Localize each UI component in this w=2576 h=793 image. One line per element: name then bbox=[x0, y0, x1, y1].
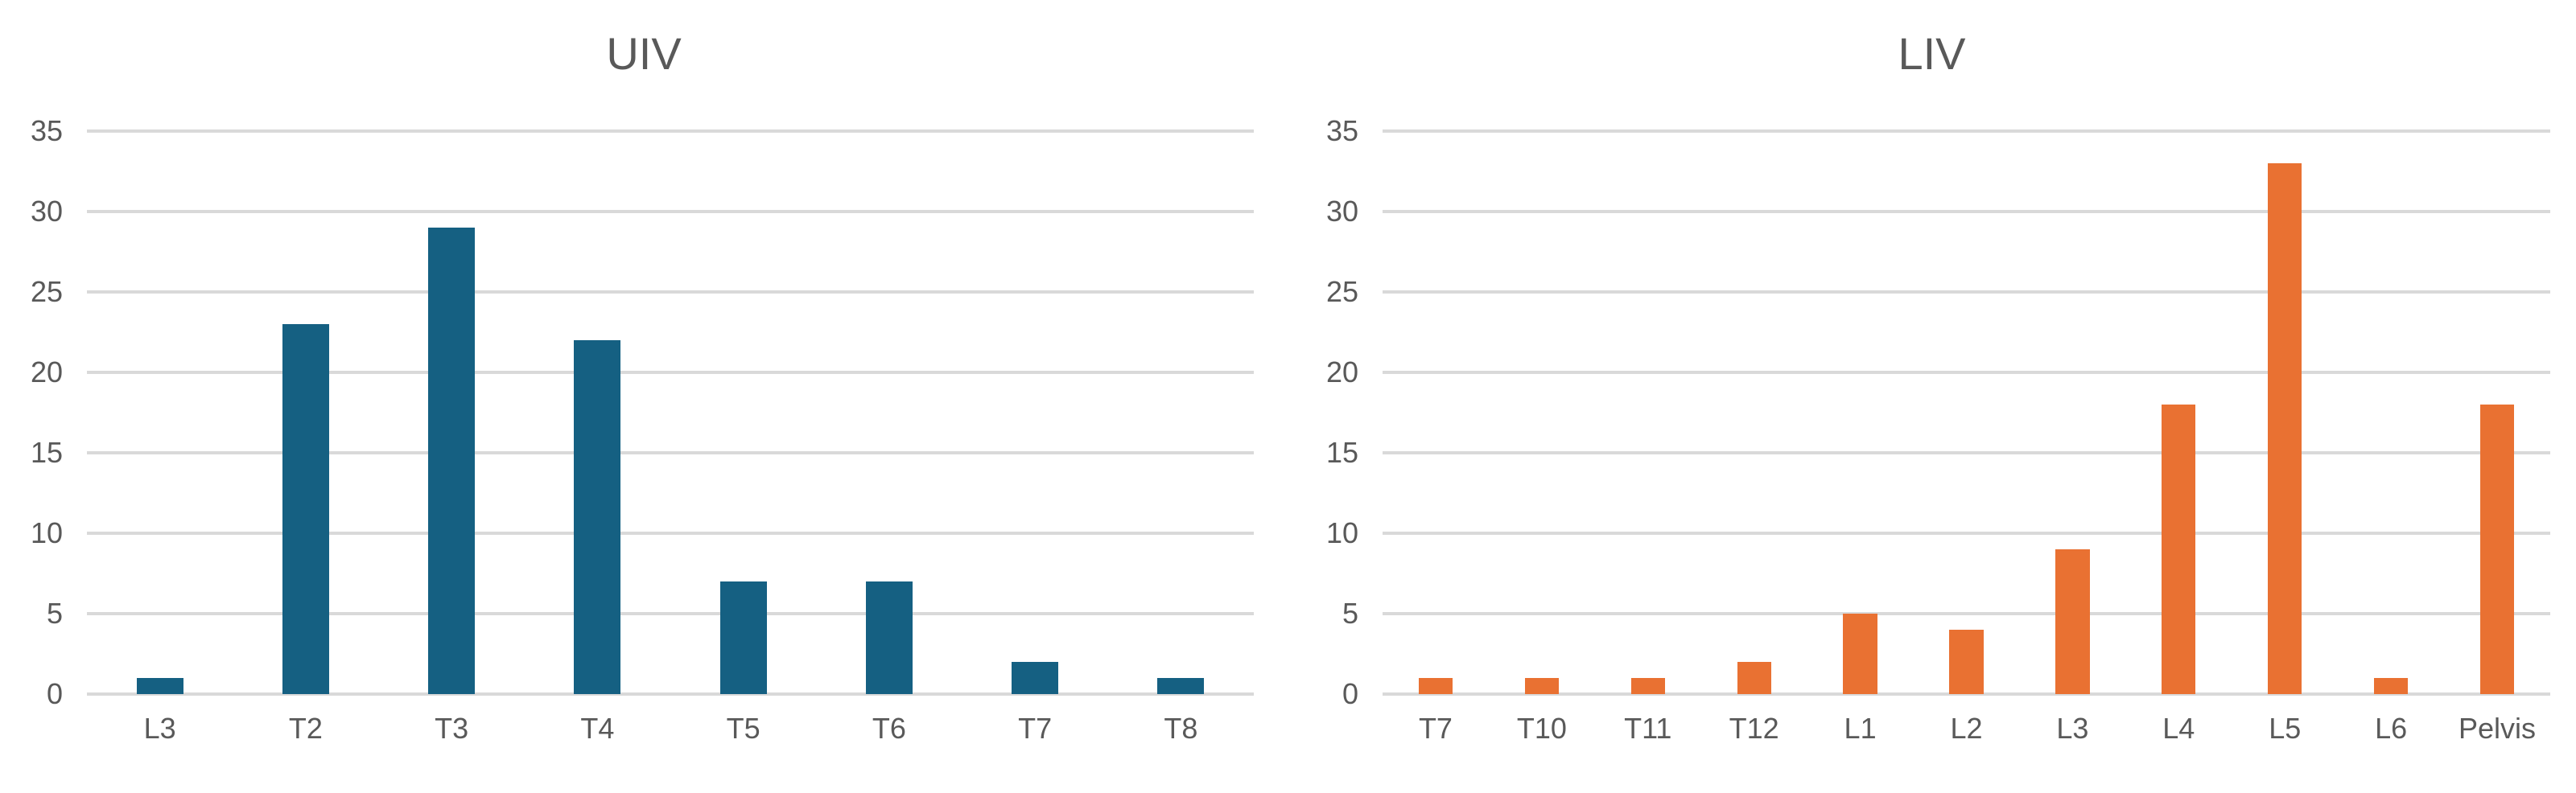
x-tick-label: L3 bbox=[2056, 712, 2089, 745]
y-tick-label: 20 bbox=[1325, 355, 1358, 388]
y-tick-label: 10 bbox=[1325, 516, 1358, 549]
x-tick-label: T3 bbox=[435, 712, 469, 745]
y-tick-label: 0 bbox=[46, 677, 63, 710]
x-tick-label: T12 bbox=[1729, 712, 1779, 745]
y-tick-label: 15 bbox=[30, 436, 63, 469]
x-tick-label: T7 bbox=[1018, 712, 1053, 745]
y-tick-label: 10 bbox=[30, 516, 63, 549]
bar-t2 bbox=[282, 324, 329, 694]
x-tick-label: T6 bbox=[872, 712, 906, 745]
gridline bbox=[87, 210, 1254, 213]
x-tick-label: L1 bbox=[1844, 712, 1877, 745]
x-tick-label: L6 bbox=[2375, 712, 2408, 745]
x-tick-label: T4 bbox=[580, 712, 615, 745]
gridline bbox=[87, 371, 1254, 374]
bar-l1 bbox=[1843, 614, 1877, 694]
y-tick-label: 25 bbox=[1325, 275, 1358, 308]
y-tick-label: 25 bbox=[30, 275, 63, 308]
gridline bbox=[87, 532, 1254, 535]
y-tick-label: 5 bbox=[1342, 597, 1358, 630]
bar-t12 bbox=[1737, 662, 1771, 694]
gridline bbox=[87, 290, 1254, 294]
y-tick-label: 30 bbox=[1325, 195, 1358, 228]
x-tick-label: T2 bbox=[288, 712, 323, 745]
gridline bbox=[87, 451, 1254, 454]
bar-pelvis bbox=[2479, 405, 2515, 694]
x-tick-label: T7 bbox=[1418, 712, 1453, 745]
bar-l3 bbox=[2055, 549, 2090, 694]
x-tick-label: L2 bbox=[1950, 712, 1983, 745]
bar-l5 bbox=[2268, 163, 2302, 694]
gridline bbox=[1383, 129, 2550, 133]
bar-l6 bbox=[2374, 678, 2409, 694]
gridline bbox=[1383, 290, 2550, 294]
bar-t10 bbox=[1524, 678, 1559, 694]
bar-t6 bbox=[865, 581, 913, 694]
x-tick-label: T5 bbox=[726, 712, 760, 745]
x-tick-label: T8 bbox=[1164, 712, 1198, 745]
plot-area: 0 5 10 15 20 25 30 35 T7 T10 T11 T12 L1 L2 L3 L4 L5 L6 Pel… bbox=[1326, 114, 2550, 745]
bar-t3 bbox=[428, 228, 476, 694]
bar-l4 bbox=[2162, 405, 2196, 694]
bar-t8 bbox=[1157, 678, 1205, 694]
gridline bbox=[1383, 692, 2550, 696]
x-tick-label: L3 bbox=[143, 712, 176, 745]
x-tick-label: T10 bbox=[1516, 712, 1567, 745]
gridline bbox=[87, 612, 1254, 615]
x-tick-label: L4 bbox=[2162, 712, 2195, 745]
chart-title: UIV bbox=[606, 28, 682, 79]
x-tick-label: T11 bbox=[1624, 712, 1672, 745]
gridline bbox=[1383, 532, 2550, 535]
bar-l3 bbox=[136, 678, 183, 694]
x-tick-label: L5 bbox=[2269, 712, 2302, 745]
bar-t4 bbox=[574, 340, 621, 694]
uiv-chart: UIV 0 5 10 15 20 25 30 35 L3 T2 T3 T4 T5 T6 T7 T8 bbox=[31, 28, 1254, 745]
plot-area: 0 5 10 15 20 25 30 35 L3 T2 T3 T4 T5 T6 T7 T8 bbox=[31, 114, 1254, 745]
y-tick-label: 0 bbox=[1342, 677, 1358, 710]
gridline bbox=[87, 129, 1254, 133]
y-tick-label: 35 bbox=[30, 114, 63, 147]
y-tick-label: 15 bbox=[1325, 436, 1358, 469]
y-tick-label: 5 bbox=[46, 597, 63, 630]
gridline bbox=[1383, 210, 2550, 213]
y-tick-label: 20 bbox=[30, 355, 63, 388]
y-tick-label: 35 bbox=[1325, 114, 1358, 147]
liv-chart: LIV 0 5 10 15 20 25 30 35 T7 T10 T11 T12 L1 L2 L3 L4 L5 L… bbox=[1288, 0, 2576, 793]
gridline bbox=[1383, 451, 2550, 454]
bar-t7 bbox=[1418, 678, 1453, 694]
bar-t11 bbox=[1630, 678, 1665, 694]
y-tick-label: 30 bbox=[30, 195, 63, 228]
bar-t5 bbox=[719, 581, 767, 694]
gridline bbox=[1383, 612, 2550, 615]
chart-title: LIV bbox=[1898, 28, 1966, 79]
gridline bbox=[1383, 371, 2550, 374]
x-tick-label: Pelvis bbox=[2459, 712, 2537, 745]
bar-l2 bbox=[1949, 630, 1984, 694]
bar-t7 bbox=[1012, 662, 1059, 694]
gridline bbox=[87, 692, 1254, 696]
